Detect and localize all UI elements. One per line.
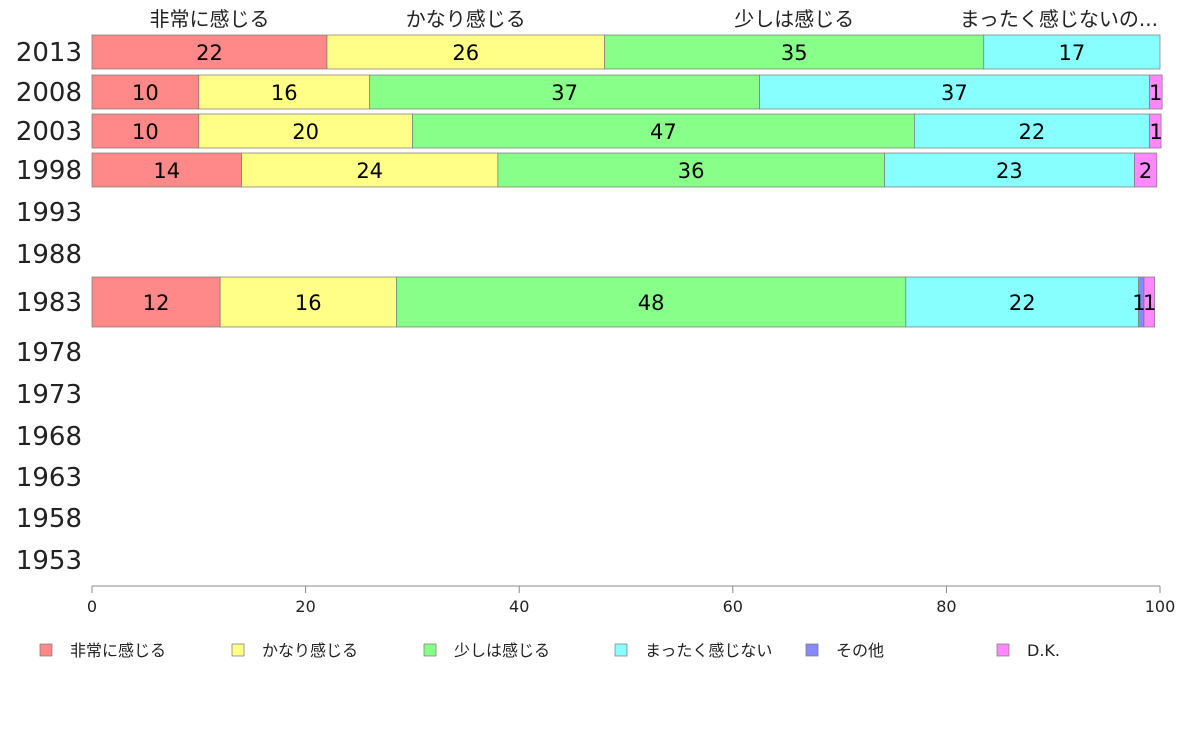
legend-swatch-かなり感じる — [231, 643, 245, 657]
bar-1983-少しは感じる — [396, 276, 907, 328]
data-label-1983-その他: 1 — [1132, 291, 1145, 315]
bar-1998-少しは感じる — [497, 152, 885, 188]
bar-2008-少しは感じる — [369, 74, 760, 110]
x-tick-label-0: 0 — [87, 597, 97, 616]
legend-swatch-まったく感じない — [614, 643, 628, 657]
y-label-1973: 1973 — [16, 380, 82, 410]
legend-label-D.K.: D.K. — [1027, 641, 1060, 660]
data-label-1983-非常に感じる: 12 — [143, 291, 170, 315]
data-label-1983-D.K.: 1 — [1143, 291, 1156, 315]
data-label-2008-非常に感じる: 10 — [132, 81, 159, 105]
legend-swatch-D.K. — [996, 643, 1010, 657]
data-label-1983-まったく感じない: 22 — [1009, 291, 1036, 315]
legend-swatch-少しは感じる — [423, 643, 437, 657]
bars-area: 22 26 35 17 10 16 37 37 1 10 20 47 22 1 14 24 36 23 2 12 16 4… — [91, 34, 1163, 328]
y-label-2008: 2008 — [16, 78, 82, 108]
data-label-2008-少しは感じる: 37 — [551, 81, 578, 105]
bar-2003-少しは感じる — [412, 113, 915, 149]
y-label-2013: 2013 — [16, 38, 82, 68]
y-label-1993: 1993 — [16, 198, 82, 228]
data-label-2013-非常に感じる: 22 — [196, 41, 223, 65]
bar-2003-非常に感じる — [91, 113, 200, 149]
bar-2008-D.K. — [1148, 74, 1163, 110]
x-axis: 0 20 40 60 80 100 — [87, 585, 1176, 616]
bar-1983-非常に感じる — [91, 276, 221, 328]
bar-2003-かなり感じる — [198, 113, 413, 149]
bar-1983-まったく感じない — [905, 276, 1139, 328]
bar-2003-D.K. — [1148, 113, 1162, 149]
x-tick-label-100: 100 — [1145, 597, 1176, 616]
bar-2008-非常に感じる — [91, 74, 200, 110]
top-label-3: まったく感じないの... — [960, 7, 1158, 31]
bar-1998-D.K. — [1134, 152, 1158, 188]
y-label-2003: 2003 — [16, 117, 82, 147]
data-label-2003-非常に感じる: 10 — [132, 120, 159, 144]
legend-swatch-その他 — [805, 643, 819, 657]
y-label-1988: 1988 — [16, 240, 82, 270]
bar-1998-まったく感じない — [884, 152, 1135, 188]
data-label-1983-少しは感じる: 48 — [638, 291, 665, 315]
data-label-2003-かなり感じる: 20 — [292, 120, 319, 144]
top-category-labels: 非常に感じる かなり感じる 少しは感じる まったく感じないの... — [149, 7, 1158, 31]
bar-2013-非常に感じる — [91, 34, 328, 70]
data-label-2003-D.K.: 1 — [1149, 120, 1162, 144]
bar-2003-まったく感じない — [914, 113, 1150, 149]
bar-1998-かなり感じる — [241, 152, 499, 188]
legend-swatch-非常に感じる — [39, 643, 53, 657]
bar-2013-かなり感じる — [326, 34, 605, 70]
data-label-2008-まったく感じない: 37 — [941, 81, 968, 105]
bar-2008-かなり感じる — [198, 74, 371, 110]
top-label-0: 非常に感じる — [149, 7, 269, 31]
y-label-1968: 1968 — [16, 422, 82, 452]
data-label-1998-D.K.: 2 — [1139, 159, 1152, 183]
y-label-1978: 1978 — [16, 338, 82, 368]
data-label-2003-まったく感じない: 22 — [1018, 120, 1045, 144]
data-label-2003-少しは感じる: 47 — [650, 120, 677, 144]
y-axis-labels: 2013 2008 2003 1998 1993 1988 1983 1978 1973 1968… — [16, 38, 82, 576]
data-label-1998-かなり感じる: 24 — [356, 159, 383, 183]
data-label-1998-非常に感じる: 14 — [153, 159, 180, 183]
data-label-2013-かなり感じる: 26 — [452, 41, 479, 65]
data-label-2008-かなり感じる: 16 — [271, 81, 298, 105]
x-tick-label-60: 60 — [723, 597, 743, 616]
y-label-1953: 1953 — [16, 546, 82, 576]
legend-label-まったく感じない: まったく感じない — [645, 641, 772, 660]
bar-2013-まったく感じない — [983, 34, 1161, 70]
bar-1983-D.K. — [1143, 276, 1156, 328]
bar-2008-まったく感じない — [759, 74, 1150, 110]
x-tick-label-80: 80 — [936, 597, 956, 616]
y-label-1983: 1983 — [16, 288, 82, 318]
y-label-1963: 1963 — [16, 463, 82, 493]
legend-label-かなり感じる: かなり感じる — [262, 641, 358, 660]
top-label-2: 少しは感じる — [734, 7, 854, 31]
data-label-2013-少しは感じる: 35 — [781, 41, 808, 65]
data-label-1998-まったく感じない: 23 — [996, 159, 1023, 183]
data-label-1983-かなり感じる: 16 — [295, 291, 322, 315]
legend: 非常に感じる かなり感じる 少しは感じる まったく感じない その他 D.K. — [39, 641, 1060, 660]
y-label-1998: 1998 — [16, 156, 82, 186]
data-label-2013-まったく感じない: 17 — [1059, 41, 1086, 65]
bar-2013-少しは感じる — [604, 34, 985, 70]
legend-label-少しは感じる: 少しは感じる — [454, 641, 550, 660]
x-tick-label-20: 20 — [295, 597, 315, 616]
x-tick-label-40: 40 — [509, 597, 529, 616]
top-label-1: かなり感じる — [406, 7, 526, 31]
legend-label-非常に感じる: 非常に感じる — [70, 641, 166, 660]
legend-label-その他: その他 — [836, 641, 884, 660]
data-label-1998-少しは感じる: 36 — [678, 159, 705, 183]
data-label-2008-D.K.: 1 — [1149, 81, 1162, 105]
bar-1983-かなり感じる — [219, 276, 397, 328]
y-label-1958: 1958 — [16, 504, 82, 534]
